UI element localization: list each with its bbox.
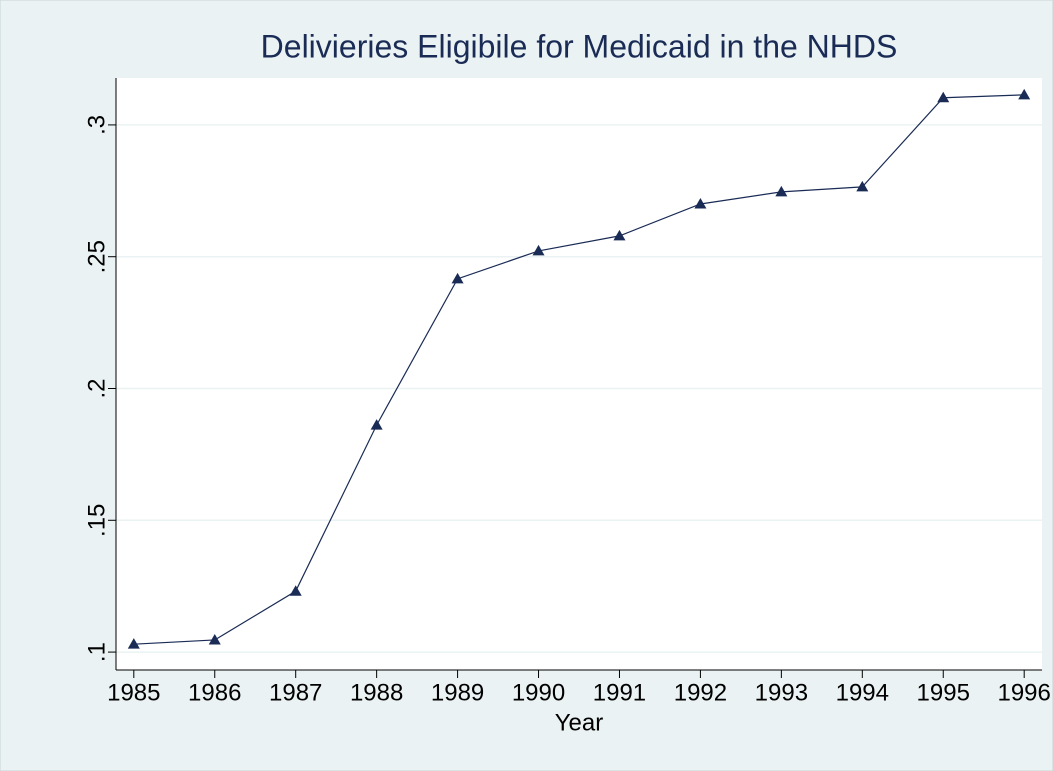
x-tick-label: 1990 xyxy=(512,679,565,706)
marker xyxy=(613,229,626,241)
y-tick-label: .25 xyxy=(83,240,110,273)
marker xyxy=(856,180,869,192)
marker xyxy=(451,272,464,284)
marker xyxy=(775,185,788,197)
x-tick-label: 1993 xyxy=(755,679,808,706)
x-tick-label: 1995 xyxy=(917,679,970,706)
x-tick-label: 1991 xyxy=(593,679,646,706)
data-line xyxy=(133,94,1025,645)
x-tick-label: 1988 xyxy=(350,679,403,706)
y-tick-label: .3 xyxy=(83,115,110,135)
y-tick-label: .2 xyxy=(83,378,110,398)
y-tick-label: .1 xyxy=(83,642,110,662)
x-tick-label: 1996 xyxy=(997,679,1050,706)
x-tick-label: 1985 xyxy=(107,679,160,706)
marker xyxy=(127,638,140,649)
marker xyxy=(694,197,707,209)
plot-area xyxy=(116,78,1042,670)
marker xyxy=(532,244,545,256)
x-tick-label: 1994 xyxy=(836,679,889,706)
marker xyxy=(370,419,383,430)
marker xyxy=(1018,88,1031,100)
marker xyxy=(937,91,950,103)
chart-title: Delivieries Eligibile for Medicaid in th… xyxy=(261,28,898,64)
x-tick-label: 1987 xyxy=(269,679,322,706)
x-axis-label: Year xyxy=(555,709,604,736)
marker xyxy=(208,633,221,645)
x-tick-label: 1992 xyxy=(674,679,727,706)
marker xyxy=(289,585,302,596)
x-tick-label: 1986 xyxy=(188,679,241,706)
x-tick-label: 1989 xyxy=(431,679,484,706)
y-tick-label: .15 xyxy=(83,504,110,537)
